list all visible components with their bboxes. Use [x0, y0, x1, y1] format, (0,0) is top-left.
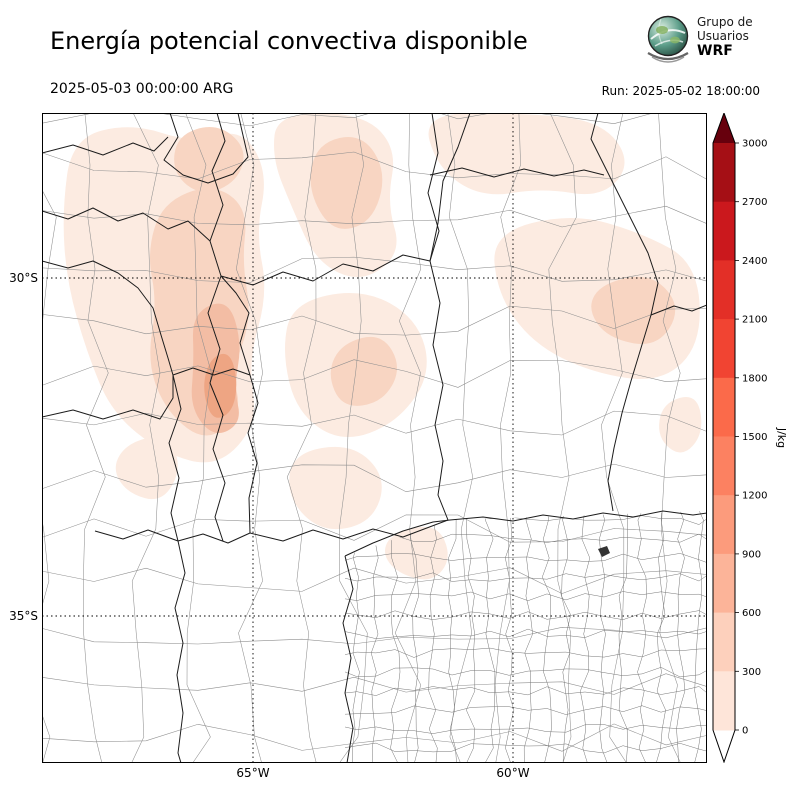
logo-line-wrf: WRF — [697, 43, 733, 59]
svg-text:2700: 2700 — [742, 197, 767, 208]
map-canvas — [42, 113, 707, 763]
svg-text:1200: 1200 — [742, 491, 767, 502]
wrf-logo-globe-icon — [647, 15, 689, 63]
svg-text:300: 300 — [742, 667, 761, 678]
svg-text:2100: 2100 — [742, 315, 767, 326]
logo-line-1: Grupo de — [697, 15, 753, 29]
svg-text:600: 600 — [742, 608, 761, 619]
wrf-logo-text: Grupo de Usuarios WRF — [697, 15, 753, 60]
svg-text:1800: 1800 — [742, 373, 767, 384]
svg-text:1500: 1500 — [742, 432, 767, 443]
logo-line-2: Usuarios — [697, 29, 749, 43]
svg-text:2400: 2400 — [742, 256, 767, 267]
svg-text:3000: 3000 — [742, 139, 767, 150]
colorbar: 30002700240021001800150012009006003000J/… — [712, 113, 788, 763]
run-time-label: Run: 2025-05-02 18:00:00 — [601, 84, 760, 98]
lat-label-35s: 35°S — [9, 609, 38, 623]
lat-label-30s: 30°S — [9, 271, 38, 285]
lon-label-60w: 60°W — [496, 766, 530, 780]
page-title: Energía potencial convectiva disponible — [50, 27, 528, 55]
svg-text:0: 0 — [742, 726, 748, 737]
valid-time-label: 2025-05-03 00:00:00 ARG — [50, 81, 234, 97]
svg-text:J/kg: J/kg — [775, 427, 788, 448]
svg-text:900: 900 — [742, 549, 761, 560]
lon-label-65w: 65°W — [236, 766, 270, 780]
